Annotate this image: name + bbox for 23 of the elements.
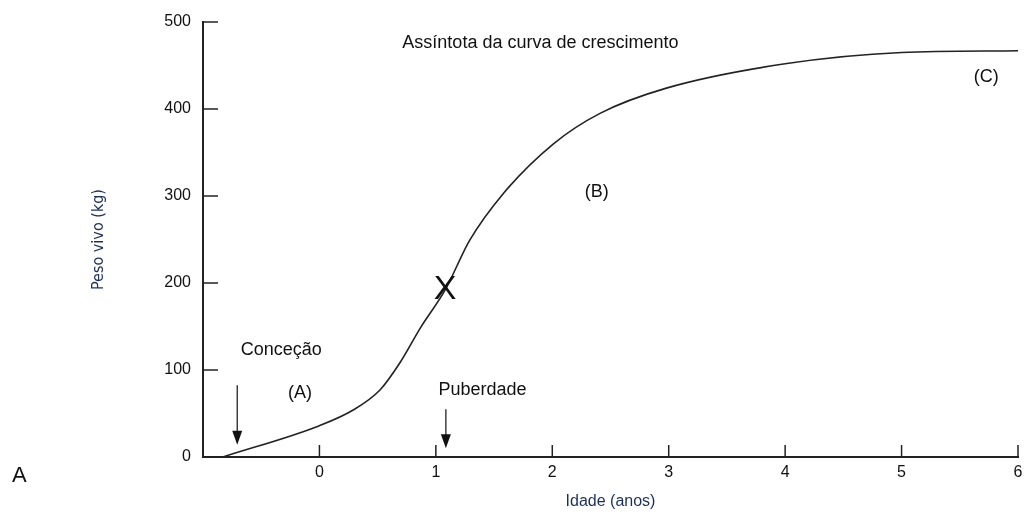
text: A	[12, 462, 27, 488]
x-tick-label: 1	[431, 463, 441, 481]
annotation: (B)	[584, 181, 609, 202]
y-axis-title: Peso vivo (kg)	[87, 189, 107, 290]
y-tick-label: 200	[164, 273, 192, 291]
line-series	[221, 49, 1018, 457]
y-tick-label: 100	[164, 360, 192, 378]
annotation: Assíntota da curva de crescimento	[402, 31, 679, 52]
y-tick-label: 300	[164, 186, 192, 204]
x-tick-label: 3	[664, 463, 674, 481]
x-tick-label: 5	[897, 463, 907, 481]
x-tick-label: 0	[314, 463, 324, 481]
annotation: Conceção	[240, 338, 322, 359]
x-tick-label: 4	[780, 463, 790, 481]
y-tick-label: 500	[164, 12, 192, 30]
x-axis-title: Idade (anos)	[565, 491, 656, 509]
y-tick-label: 0	[182, 447, 192, 465]
annotation: (C)	[973, 65, 999, 86]
y-tick-label: 400	[164, 99, 192, 117]
annotation: Puberdade	[438, 378, 527, 399]
annotation: (A)	[287, 382, 312, 403]
x-tick-label: 2	[547, 463, 557, 481]
x-tick-label: 6	[1013, 463, 1023, 481]
